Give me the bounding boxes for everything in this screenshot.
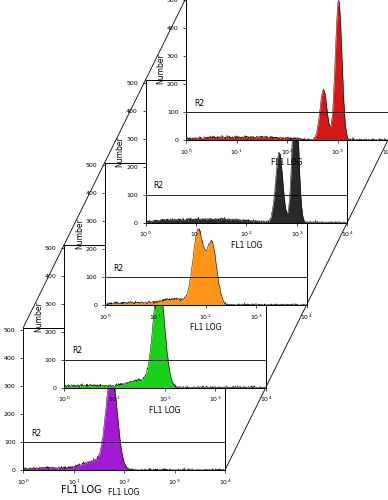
X-axis label: FL1 LOG: FL1 LOG <box>271 158 303 168</box>
Text: FL1 LOG: FL1 LOG <box>61 485 102 495</box>
Y-axis label: Number: Number <box>75 218 84 249</box>
Text: R2: R2 <box>194 99 204 108</box>
X-axis label: FL1 LOG: FL1 LOG <box>149 406 181 415</box>
Text: R2: R2 <box>72 346 82 356</box>
Y-axis label: Number: Number <box>0 384 2 414</box>
Y-axis label: Number: Number <box>156 54 165 84</box>
X-axis label: FL1 LOG: FL1 LOG <box>230 241 262 250</box>
Y-axis label: Number: Number <box>116 136 125 166</box>
X-axis label: FL1 LOG: FL1 LOG <box>190 324 222 332</box>
Text: R2: R2 <box>31 429 42 438</box>
Text: R2: R2 <box>113 264 123 273</box>
Y-axis label: Number: Number <box>34 301 43 332</box>
Text: R2: R2 <box>154 182 164 190</box>
X-axis label: FL1 LOG: FL1 LOG <box>108 488 140 498</box>
